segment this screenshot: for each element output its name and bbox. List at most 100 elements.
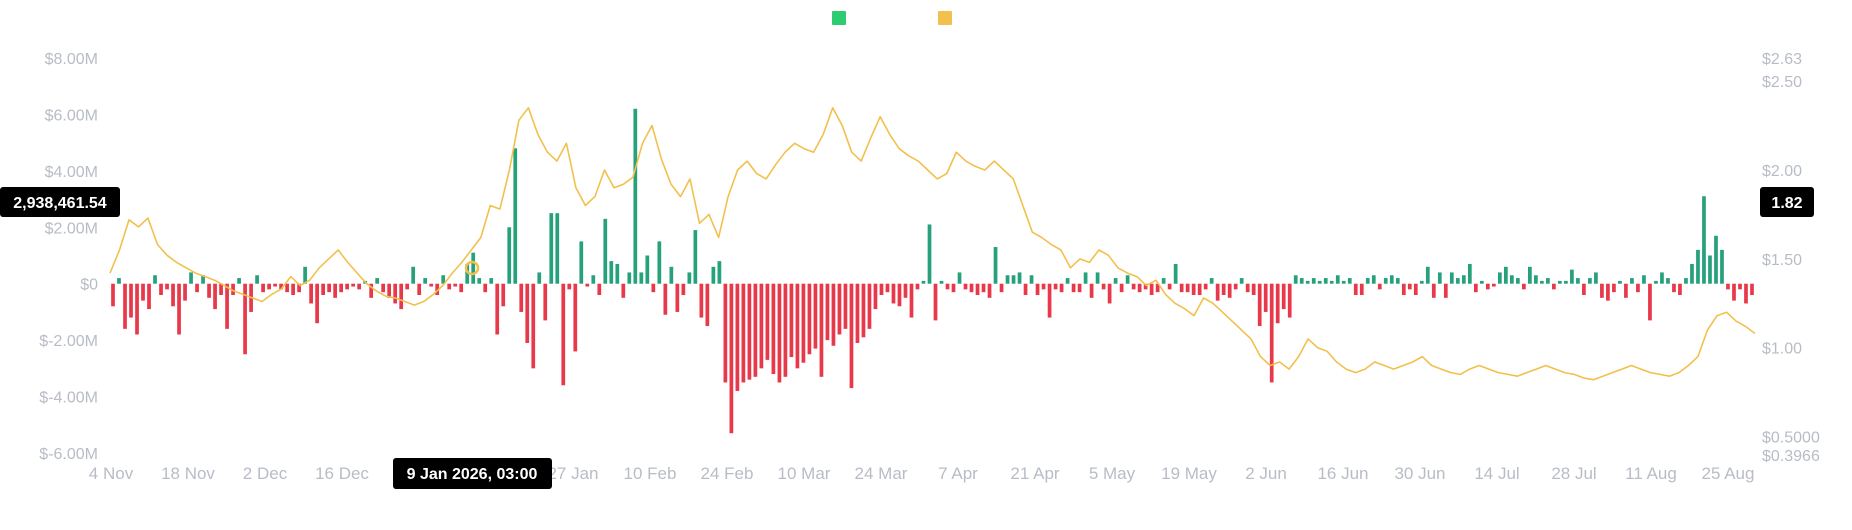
netflow-bar xyxy=(711,266,716,284)
netflow-bar xyxy=(339,283,343,293)
netflow-bar xyxy=(939,280,944,284)
date-badge xyxy=(393,458,552,489)
netflow-bar xyxy=(423,278,428,284)
netflow-bar xyxy=(1251,283,1256,295)
netflow-bar xyxy=(543,283,548,321)
netflow-bar xyxy=(603,218,608,284)
x-tick-label: 16 Jun xyxy=(1317,464,1368,483)
netflow-bar xyxy=(987,283,992,298)
netflow-bar xyxy=(591,275,596,284)
netflow-bar xyxy=(861,283,866,338)
netflow-bar xyxy=(1636,283,1640,293)
netflow-bar xyxy=(663,283,668,315)
x-tick-label: 5 May xyxy=(1089,464,1136,483)
netflow-bar xyxy=(183,283,187,301)
netflow-bar xyxy=(1455,278,1460,284)
netflow-bar xyxy=(261,283,265,293)
netflow-bar xyxy=(837,283,842,335)
netflow-bar xyxy=(1630,278,1634,284)
netflow-bar xyxy=(1528,266,1532,284)
netflow-bar xyxy=(195,283,199,293)
netflow-bar xyxy=(915,283,920,290)
netflow-bar xyxy=(1437,272,1442,284)
netflow-bar xyxy=(369,283,374,298)
netflow-bar xyxy=(729,283,734,434)
netflow-bar xyxy=(1287,283,1292,318)
netflow-bar xyxy=(1047,283,1052,318)
netflow-bar xyxy=(309,283,313,304)
netflow-bar xyxy=(489,278,494,284)
netflow-bar xyxy=(657,241,662,284)
x-tick-label: 25 Aug xyxy=(1702,464,1755,483)
netflow-bar xyxy=(171,283,175,307)
netflow-bar xyxy=(1582,283,1586,295)
x-tick-label: 11 Aug xyxy=(1625,464,1677,483)
netflow-bar xyxy=(1323,278,1328,284)
netflow-bar xyxy=(1431,283,1436,298)
netflow-bar xyxy=(609,261,614,284)
netflow-bar xyxy=(819,283,824,377)
netflow-bar xyxy=(1479,280,1484,284)
netflow-bar xyxy=(1726,283,1730,290)
netflow-bar xyxy=(1419,280,1424,284)
netflow-bar xyxy=(1395,278,1400,284)
netflow-bar xyxy=(345,283,349,290)
netflow-bar xyxy=(1263,283,1268,312)
netflow-bar xyxy=(1293,275,1298,284)
netflow-bar xyxy=(465,263,470,284)
x-tick-label: 16 Dec xyxy=(315,464,369,483)
netflow-bar xyxy=(1017,272,1022,284)
netflow-bar xyxy=(471,252,476,284)
netflow-bar xyxy=(1672,283,1676,293)
netflow-bar xyxy=(621,283,626,298)
netflow-bar xyxy=(999,283,1004,293)
netflow-bar xyxy=(1509,275,1514,284)
netflow-bar xyxy=(1275,283,1280,324)
netflow-bar xyxy=(483,283,488,293)
netflow-bar xyxy=(441,275,446,284)
netflow-bar xyxy=(1600,283,1604,298)
netflow-bar xyxy=(321,283,325,295)
netflow-bar xyxy=(1576,278,1580,284)
netflow-bar xyxy=(945,283,950,290)
netflow-bar xyxy=(1101,283,1106,290)
right-y-axis: $2.63 $2.50 $2.00 $1.50 $1.00 $0.5000$0.3966 xyxy=(1762,51,1820,465)
netflow-bar xyxy=(1413,283,1418,295)
netflow-bar xyxy=(1335,275,1340,284)
netflow-bar xyxy=(927,224,932,284)
netflow-bar xyxy=(381,283,386,293)
x-tick-label: 24 Mar xyxy=(855,464,908,483)
netflow-bar xyxy=(1215,283,1220,301)
netflow-bar xyxy=(849,283,854,389)
x-tick-label: 4 Nov xyxy=(89,464,134,483)
netflow-bar xyxy=(1461,275,1466,284)
x-tick-label: 18 Nov xyxy=(161,464,215,483)
netflow-bar xyxy=(567,283,572,290)
netflow-bar xyxy=(1269,283,1274,383)
netflow-bar xyxy=(1155,283,1160,293)
netflow-bar xyxy=(1053,283,1058,290)
left-y-axis: $8.00M $6.00M $4.00M $2.00M $0 $-2.00M $-4.00M… xyxy=(39,51,98,463)
netflow-bar xyxy=(399,283,404,310)
netflow-bar xyxy=(1011,275,1016,284)
netflow-bar xyxy=(765,283,770,360)
netflow-bar xyxy=(1738,283,1742,290)
netflow-bar xyxy=(1203,283,1208,290)
netflow-bar xyxy=(135,283,139,335)
right-value-badge xyxy=(1760,187,1814,217)
netflow-bar xyxy=(129,283,133,318)
netflow-bar xyxy=(159,283,163,295)
netflow-bar xyxy=(1317,280,1322,284)
left-value-badge xyxy=(0,187,120,217)
netflow-bar xyxy=(969,283,974,293)
netflow-bar xyxy=(201,275,205,284)
netflow-bar xyxy=(141,283,145,301)
netflow-bar xyxy=(1227,283,1232,298)
netflow-bar xyxy=(1558,280,1562,284)
netflow-bar xyxy=(375,278,380,284)
netflow-bar xyxy=(855,283,860,343)
netflow-bar xyxy=(783,283,788,377)
netflow-bar xyxy=(1107,283,1112,304)
netflow-bar xyxy=(639,272,644,284)
